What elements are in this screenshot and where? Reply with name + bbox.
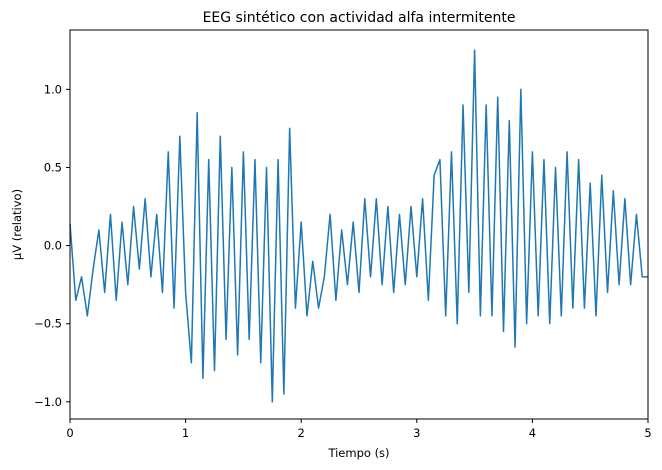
series-line-eeg	[69, 49, 648, 403]
y-tick-label: −0.5	[34, 317, 62, 331]
y-tick-label: 0.0	[44, 239, 62, 253]
y-tick-label: 0.5	[44, 160, 62, 174]
x-axis-label: Tiempo (s)	[327, 446, 389, 460]
chart-title: EEG sintético con actividad alfa intermi…	[203, 10, 516, 26]
y-axis-label: µV (relativo)	[10, 189, 24, 260]
x-tick-label: 1	[182, 426, 189, 440]
x-tick-label: 2	[298, 426, 305, 440]
x-tick-label: 3	[413, 426, 420, 440]
axes-frame	[69, 29, 649, 420]
x-tick-label: 4	[529, 426, 536, 440]
y-axis-ticks: −1.0 −0.5 0.0 0.5 1.0	[34, 82, 70, 409]
x-axis-ticks: 0 1 2 3 4 5	[66, 419, 652, 440]
x-tick-label: 0	[66, 426, 73, 440]
x-tick-label: 5	[644, 426, 651, 440]
plot-area	[69, 49, 648, 403]
y-tick-label: −1.0	[34, 395, 62, 409]
y-tick-label: 1.0	[44, 82, 62, 96]
